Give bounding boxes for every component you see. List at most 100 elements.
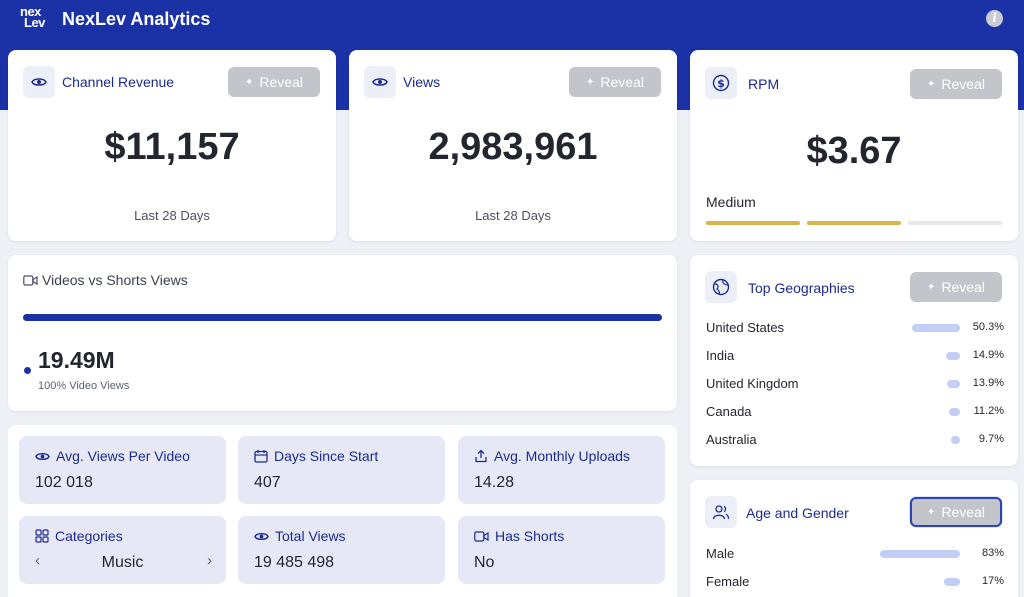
channel-revenue-title: Channel Revenue (62, 74, 175, 90)
row-name: Male (706, 546, 735, 561)
avg-views-stat: Avg. Views Per Video 102 018 (19, 436, 226, 504)
has-shorts-label: Has Shorts (495, 528, 565, 544)
share-bar (947, 380, 960, 388)
dollar-icon: $ (705, 67, 737, 99)
age-gender-card: Age and Gender ✦ Reveal Male 83% Female 17% (690, 480, 1018, 597)
row-percentage: 9.7% (978, 433, 1004, 445)
revenue-period: Last 28 Days (134, 208, 210, 223)
avg-views-value: 102 018 (35, 474, 93, 491)
eye-icon (23, 66, 55, 98)
share-bar (880, 550, 960, 558)
row-percentage: 11.2% (973, 405, 1004, 417)
rpm-level-bar (807, 221, 901, 225)
videos-vs-shorts-title: Videos vs Shorts Views (42, 272, 188, 288)
age-gender-reveal-button[interactable]: ✦ Reveal (910, 497, 1002, 527)
views-value: 2,983,961 (428, 126, 598, 168)
avg-uploads-label: Avg. Monthly Uploads (494, 448, 630, 464)
video-camera-icon (474, 530, 489, 542)
share-bar (944, 578, 960, 586)
list-item: India 14.9% (706, 346, 1004, 366)
rpm-title: RPM (748, 76, 780, 92)
avg-monthly-uploads-stat: Avg. Monthly Uploads 14.28 (458, 436, 665, 504)
grid-icon (35, 529, 49, 543)
sparkle-icon: ✦ (927, 281, 936, 293)
revenue-reveal-button[interactable]: ✦ Reveal (228, 67, 320, 97)
videos-vs-shorts-card: Videos vs Shorts Views 19.49M 100% Video… (8, 255, 677, 411)
share-bar (949, 408, 960, 416)
sparkle-icon: ✦ (927, 506, 936, 518)
reveal-label: Reveal (941, 279, 985, 295)
list-item: Male 83% (706, 544, 1004, 564)
video-views-caption: 100% Video Views (38, 380, 130, 392)
has-shorts-stat: Has Shorts No (458, 516, 665, 584)
svg-text:$: $ (717, 77, 725, 90)
reveal-label: Reveal (600, 74, 644, 90)
rpm-reveal-button[interactable]: ✦ Reveal (910, 69, 1002, 99)
info-icon[interactable]: i (986, 10, 1003, 27)
avg-views-label: Avg. Views Per Video (56, 448, 190, 464)
top-geographies-card: Top Geographies ✦ Reveal United States 50… (690, 255, 1018, 466)
stats-panel: Avg. Views Per Video 102 018 Days Since … (8, 425, 677, 597)
channel-revenue-card: Channel Revenue ✦ Reveal $11,157 Last 28… (8, 50, 336, 241)
row-percentage: 14.9% (972, 349, 1004, 361)
rpm-value: $3.67 (806, 130, 902, 172)
eye-icon (254, 532, 269, 540)
top-geographies-title: Top Geographies (748, 280, 855, 296)
globe-icon (705, 271, 737, 303)
eye-icon (35, 452, 50, 460)
views-reveal-button[interactable]: ✦ Reveal (569, 67, 661, 97)
rpm-level-bar (908, 221, 1002, 225)
reveal-label: Reveal (259, 74, 303, 90)
row-name: India (706, 348, 735, 363)
geographies-reveal-button[interactable]: ✦ Reveal (910, 272, 1002, 302)
upload-icon (475, 449, 487, 463)
share-bar (912, 324, 960, 332)
row-percentage: 50.3% (972, 321, 1004, 333)
users-icon (705, 496, 737, 528)
total-views-value: 19 485 498 (254, 554, 335, 571)
row-percentage: 17% (981, 575, 1004, 587)
categories-stat: Categories ‹ Music › (19, 516, 226, 584)
total-views-stat: Total Views 19 485 498 (238, 516, 445, 584)
has-shorts-label-row: Has Shorts (474, 528, 564, 544)
total-views-label-row: Total Views (254, 528, 346, 544)
video-camera-icon (23, 274, 38, 292)
total-views-label: Total Views (275, 528, 346, 544)
share-bar (951, 436, 960, 444)
row-percentage: 13.9% (972, 377, 1004, 389)
eye-icon (364, 66, 396, 98)
app-header: nex Lev NexLev Analytics i (0, 0, 1024, 40)
sparkle-icon: ✦ (586, 76, 595, 88)
days-since-label-row: Days Since Start (254, 448, 378, 464)
reveal-label: Reveal (941, 504, 985, 520)
sparkle-icon: ✦ (245, 76, 254, 88)
categories-label: Categories (55, 528, 123, 544)
share-bar (946, 352, 960, 360)
list-item: Canada 11.2% (706, 402, 1004, 422)
sparkle-icon: ✦ (927, 78, 936, 90)
views-period: Last 28 Days (475, 208, 551, 223)
total-split-views: 19.49M (38, 347, 115, 373)
categories-prev-icon[interactable]: ‹ (35, 552, 40, 569)
views-title: Views (403, 74, 441, 90)
logo-top: nex (20, 4, 41, 19)
row-name: Australia (706, 432, 757, 447)
days-since-label: Days Since Start (274, 448, 379, 464)
categories-label-row: Categories (35, 528, 123, 544)
nexlev-logo[interactable]: nex Lev (20, 4, 54, 32)
rpm-card: $ RPM ✦ Reveal $3.67 Medium (690, 50, 1018, 241)
days-since-start-stat: Days Since Start 407 (238, 436, 445, 504)
list-item: Australia 9.7% (706, 430, 1004, 450)
row-name: United Kingdom (706, 376, 799, 391)
rpm-level: Medium (706, 194, 756, 210)
logo-bottom: Lev (24, 15, 45, 30)
has-shorts-value: No (474, 554, 495, 571)
revenue-value: $11,157 (104, 126, 240, 168)
views-split-track (23, 314, 662, 321)
list-item: United Kingdom 13.9% (706, 374, 1004, 394)
calendar-icon (254, 450, 268, 463)
categories-next-icon[interactable]: › (207, 552, 212, 569)
categories-value: Music (101, 554, 144, 571)
avg-uploads-label-row: Avg. Monthly Uploads (474, 448, 630, 464)
row-name: Canada (706, 404, 752, 419)
